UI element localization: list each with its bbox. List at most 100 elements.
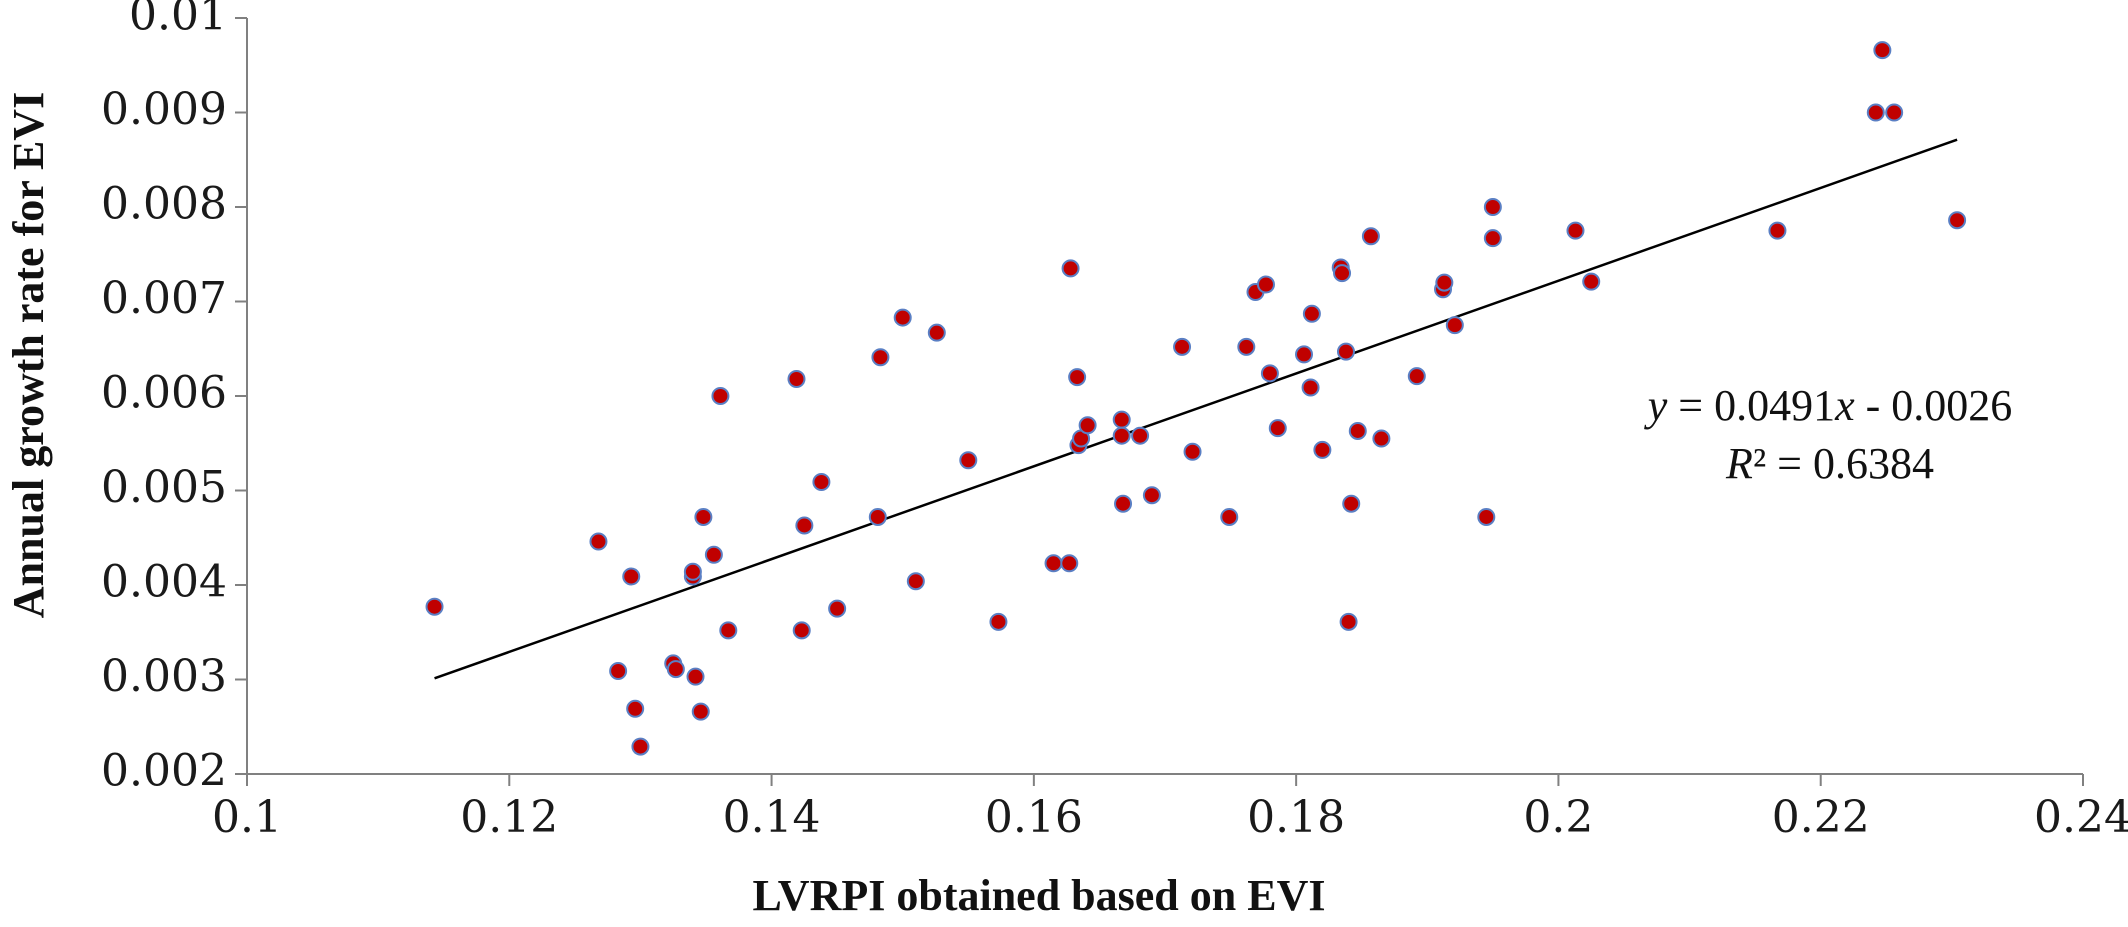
data-point (1313, 440, 1332, 459)
data-point (1068, 368, 1087, 387)
data-point (1268, 419, 1287, 438)
x-tick-label: 0.16 (985, 792, 1083, 843)
data-point (704, 545, 723, 564)
data-point (1336, 342, 1355, 361)
data-point (694, 507, 713, 526)
data-point (792, 621, 811, 640)
y-tick-label: 0.01 (129, 0, 227, 41)
x-tick-label: 0.1 (212, 792, 282, 843)
y-axis-title: Annual growth rate for EVI (4, 92, 53, 618)
data-point (1044, 554, 1063, 573)
data-point (1183, 442, 1202, 461)
data-point (1131, 426, 1150, 445)
data-point (1112, 410, 1131, 429)
data-point (1342, 494, 1361, 513)
data-point (1477, 507, 1496, 526)
y-axis-ticks: 0.002 0.003 0.004 0.005 0.006 0.007 0.008 0.009… (101, 0, 247, 797)
y-tick-label: 0.009 (101, 84, 227, 135)
y-axis-title-group: Annual growth rate for EVI (4, 92, 53, 618)
data-point (711, 387, 730, 405)
y-tick-label: 0.004 (101, 557, 227, 608)
data-point (1768, 221, 1787, 240)
data-point (812, 472, 831, 491)
data-point (1220, 507, 1239, 526)
r-squared-value: ² = 0.6384 (1753, 439, 1934, 488)
x-tick-label: 0.18 (1247, 792, 1345, 843)
data-point (795, 516, 814, 535)
data-point (1566, 221, 1585, 240)
data-point (1142, 486, 1161, 505)
equation-intercept: - 0.0026 (1855, 381, 2013, 430)
equation-slope: = 0.0491 (1667, 381, 1835, 430)
data-point (1435, 273, 1454, 292)
data-point (1372, 429, 1391, 448)
data-point (1237, 337, 1256, 356)
data-point (1302, 304, 1321, 323)
x-axis-title: LVRPI obtained based on EVI (753, 871, 1326, 920)
x-tick-label: 0.12 (460, 792, 558, 843)
data-point (927, 323, 946, 342)
data-point (1112, 426, 1131, 445)
equation-y-var: y (1644, 381, 1668, 430)
y-tick-label: 0.003 (101, 651, 227, 702)
data-point (1873, 41, 1892, 60)
x-tick-label: 0.2 (1523, 792, 1593, 843)
r-squared-var: R (1725, 439, 1753, 488)
data-point (666, 660, 685, 679)
data-point (1483, 198, 1502, 216)
data-point (1483, 229, 1502, 248)
data-point (631, 737, 650, 756)
x-axis-ticks: 0.1 0.12 0.14 0.16 0.18 0.2 0.22 0.24 (212, 774, 2128, 843)
trendline-group (434, 138, 1958, 680)
y-tick-label: 0.007 (101, 273, 227, 324)
data-point (719, 621, 738, 640)
data-point (989, 612, 1008, 631)
data-point (787, 369, 806, 388)
data-point (906, 572, 925, 591)
data-point (622, 567, 641, 586)
data-point (1348, 421, 1367, 440)
trendline (434, 138, 1958, 680)
data-point (1114, 494, 1133, 513)
data-point (1060, 554, 1079, 573)
data-point (828, 599, 847, 618)
data-point (959, 451, 978, 470)
data-point (871, 348, 890, 367)
data-point (1582, 272, 1601, 291)
data-point (589, 532, 608, 551)
data-point (691, 702, 710, 721)
x-tick-label: 0.22 (1772, 792, 1870, 843)
data-point (1339, 612, 1358, 631)
x-tick-label: 0.24 (2034, 792, 2128, 843)
data-point (1260, 364, 1279, 383)
data-point (1445, 316, 1464, 335)
data-point (686, 667, 705, 686)
data-point (868, 507, 887, 526)
data-point (1256, 275, 1275, 294)
data-point (1078, 416, 1097, 435)
data-point (1361, 227, 1380, 246)
data-point (893, 308, 912, 327)
y-tick-label: 0.006 (101, 368, 227, 419)
trendline-equation: y = 0.0491x - 0.0026 (1644, 381, 2013, 430)
data-point (626, 699, 645, 718)
data-point (1407, 367, 1426, 386)
data-point (683, 562, 702, 581)
r-squared-label: R² = 0.6384 (1725, 439, 1934, 488)
data-point (1295, 345, 1314, 364)
data-point (609, 661, 628, 680)
y-tick-label: 0.005 (101, 462, 227, 513)
data-point (1061, 259, 1080, 278)
data-point (1173, 337, 1192, 356)
y-tick-label: 0.002 (101, 746, 227, 797)
equation-x-var: x (1834, 381, 1855, 430)
data-point (1948, 211, 1967, 230)
x-tick-label: 0.14 (723, 792, 821, 843)
data-point (1301, 378, 1320, 397)
data-point (1866, 103, 1885, 122)
data-points (425, 41, 1967, 756)
data-point (1333, 264, 1352, 283)
data-point (425, 597, 444, 616)
